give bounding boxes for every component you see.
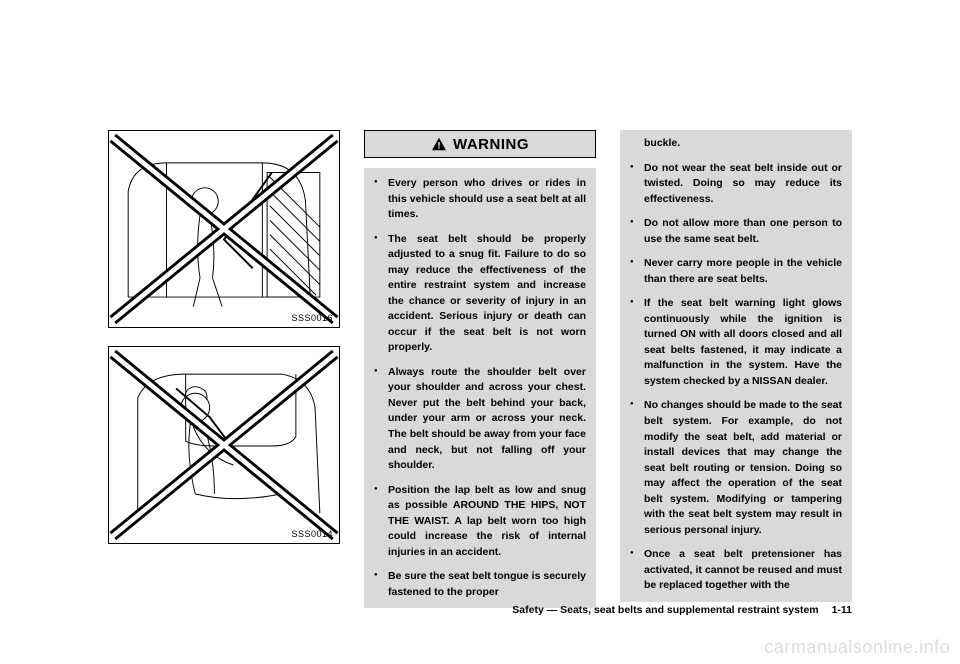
column-warning-1: ! WARNING Every person who drives or rid… [364, 130, 596, 590]
warning-triangle-icon: ! [431, 137, 447, 151]
warning-body-1: Every person who drives or rides in this… [364, 168, 596, 608]
warning-item: Always route the shoulder belt over your… [374, 365, 586, 474]
warning-item: Be sure the seat belt tongue is securely… [374, 569, 586, 600]
warning-item: If the seat belt warning light glows con… [630, 296, 842, 389]
footer-page-number: 1-11 [832, 604, 852, 616]
warning-item: The seat belt should be properly adjuste… [374, 232, 586, 356]
column-illustrations: SSS0016 [108, 130, 340, 590]
seat-belt-wrong-neck-illustration [109, 347, 339, 543]
warning-item: No changes should be made to the seat be… [630, 398, 842, 538]
illustration-top-label: SSS0016 [291, 313, 333, 323]
warning-item-continued: buckle. [630, 136, 842, 152]
illustration-bottom-label: SSS0014 [291, 529, 333, 539]
warning-header: ! WARNING [364, 130, 596, 158]
manual-page: SSS0016 [0, 0, 960, 664]
warning-item: Once a seat belt pretensioner has activa… [630, 547, 842, 594]
page-footer: Safety — Seats, seat belts and supplemen… [512, 604, 852, 616]
warning-item: Never carry more people in the vehicle t… [630, 256, 842, 287]
illustration-bottom: SSS0014 [108, 346, 340, 544]
warning-item: Every person who drives or rides in this… [374, 176, 586, 223]
footer-section: Safety — Seats, seat belts and supplemen… [512, 604, 818, 616]
warning-header-text: WARNING [453, 136, 529, 153]
watermark: carmanualsonline.info [764, 637, 950, 658]
warning-item: Do not wear the seat belt inside out or … [630, 161, 842, 208]
warning-body-2: buckle. Do not wear the seat belt inside… [620, 130, 852, 602]
content-columns: SSS0016 [108, 130, 852, 590]
seat-belt-wrong-arm-illustration [109, 131, 339, 327]
warning-item: Do not allow more than one person to use… [630, 216, 842, 247]
illustration-top: SSS0016 [108, 130, 340, 328]
warning-item: Position the lap belt as low and snug as… [374, 483, 586, 561]
svg-text:!: ! [437, 141, 440, 151]
column-warning-2: buckle. Do not wear the seat belt inside… [620, 130, 852, 590]
